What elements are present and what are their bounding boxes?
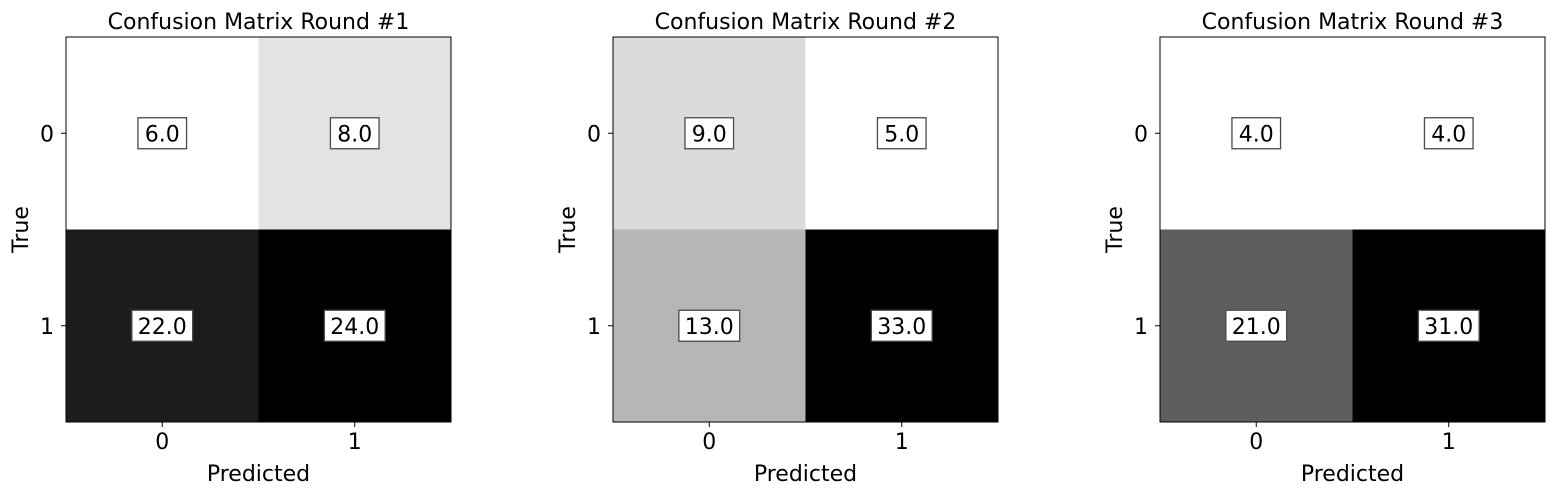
- plot-frame: [65, 36, 452, 423]
- x-tick-label: 0: [1249, 430, 1263, 455]
- y-axis-label: True: [9, 206, 34, 254]
- cell-label-box: [1231, 117, 1282, 150]
- confusion-matrix-panel-2: 9.0 5.0 13.0 33.0 Confusion Matrix Round #2 0…: [556, 10, 999, 487]
- y-tick-label: 1: [40, 315, 54, 340]
- y-tick-label: 0: [1134, 122, 1148, 147]
- x-tick-label: 0: [155, 430, 169, 455]
- cell-label-box: [1417, 309, 1480, 342]
- x-tick-label: 1: [1442, 430, 1456, 455]
- cell-value-label: 4.0: [1431, 122, 1466, 147]
- y-axis-label: True: [556, 206, 581, 254]
- y-tick-label: 0: [40, 122, 54, 147]
- cell-label-box: [678, 309, 741, 342]
- panel-title: Confusion Matrix Round #1: [108, 10, 410, 35]
- y-axis-label: True: [1103, 206, 1128, 254]
- x-tick-label: 1: [895, 430, 909, 455]
- x-axis-label: Predicted: [207, 462, 310, 487]
- cell-value-label: 6.0: [145, 122, 180, 147]
- cell-value-label: 4.0: [1239, 122, 1274, 147]
- cell-value-label: 21.0: [1232, 315, 1281, 340]
- cell-value-label: 9.0: [692, 122, 727, 147]
- cell-label-box: [137, 117, 188, 150]
- cell-label-box: [684, 117, 735, 150]
- panel-title: Confusion Matrix Round #2: [655, 10, 957, 35]
- plot-frame: [612, 36, 999, 423]
- confusion-matrix-panel-1: 6.0 8.0 22.0 24.0 Confusion Matrix Round #1 0…: [9, 10, 452, 487]
- x-axis-label: Predicted: [1301, 462, 1404, 487]
- cell-value-label: 24.0: [330, 315, 379, 340]
- x-axis-label: Predicted: [754, 462, 857, 487]
- cell-label-box: [870, 309, 933, 342]
- cell-value-label: 31.0: [1424, 315, 1473, 340]
- cell-label-box: [323, 309, 386, 342]
- x-tick-label: 1: [348, 430, 362, 455]
- y-tick-label: 1: [587, 315, 601, 340]
- cell-value-label: 33.0: [877, 315, 926, 340]
- cell-value-label: 13.0: [685, 315, 734, 340]
- cell-label-box: [1423, 117, 1474, 150]
- panel-title: Confusion Matrix Round #3: [1202, 10, 1504, 35]
- confusion-matrix-panel-3: 4.0 4.0 21.0 31.0 Confusion Matrix Round #3 0…: [1103, 10, 1546, 487]
- cell-value-label: 5.0: [884, 122, 919, 147]
- plot-frame: [1159, 36, 1546, 423]
- cell-label-box: [131, 309, 194, 342]
- cell-label-box: [1225, 309, 1288, 342]
- cell-value-label: 22.0: [138, 315, 187, 340]
- y-tick-label: 1: [1134, 315, 1148, 340]
- cell-value-label: 8.0: [337, 122, 372, 147]
- cell-label-box: [329, 117, 380, 150]
- cell-label-box: [876, 117, 927, 150]
- y-tick-label: 0: [587, 122, 601, 147]
- x-tick-label: 0: [702, 430, 716, 455]
